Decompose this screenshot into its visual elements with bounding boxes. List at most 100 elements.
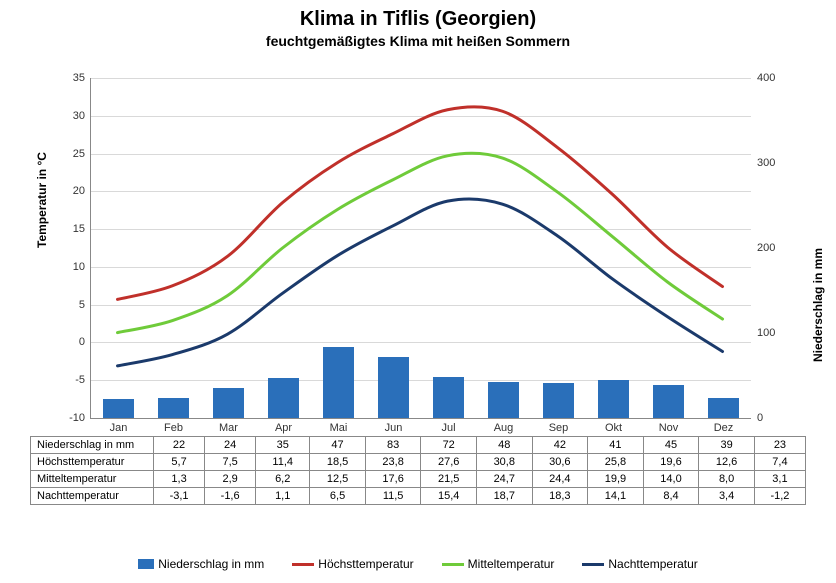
series-line xyxy=(118,107,723,300)
table-cell: 12,5 xyxy=(310,471,366,488)
table-cell: 83 xyxy=(365,437,421,454)
table-cell: 24 xyxy=(205,437,256,454)
xtick-label: Okt xyxy=(605,422,622,434)
y-axis-label-left: Temperatur in °C xyxy=(35,152,49,248)
legend-label: Niederschlag in mm xyxy=(158,557,264,571)
xtick-label: Sep xyxy=(549,422,569,434)
line-swatch-icon xyxy=(292,563,314,566)
y-axis-label-right: Niederschlag in mm xyxy=(811,248,825,362)
ytick-left: 20 xyxy=(73,185,85,197)
ytick-left: 15 xyxy=(73,223,85,235)
bar-swatch-icon xyxy=(138,559,154,569)
ytick-left: -5 xyxy=(75,374,85,386)
table-cell: 1,3 xyxy=(154,471,205,488)
table-cell: -1,2 xyxy=(754,488,805,505)
table-cell: -3,1 xyxy=(154,488,205,505)
line-swatch-icon xyxy=(442,563,464,566)
table-cell: 25,8 xyxy=(588,454,644,471)
table-cell: 24,4 xyxy=(532,471,588,488)
ytick-right: 0 xyxy=(757,412,763,424)
table-cell: 6,2 xyxy=(256,471,310,488)
ytick-right: 200 xyxy=(757,242,775,254)
table-cell: 8,0 xyxy=(699,471,755,488)
legend-nacht: Nachttemperatur xyxy=(582,557,697,571)
table-cell: 41 xyxy=(588,437,644,454)
ytick-left: 0 xyxy=(79,336,85,348)
ytick-right: 400 xyxy=(757,72,775,84)
table-cell: 47 xyxy=(310,437,366,454)
table-cell: 48 xyxy=(476,437,532,454)
chart-plot-area: -10-5051015202530350100200300400JanFebMa… xyxy=(90,78,750,418)
table-cell: 17,6 xyxy=(365,471,421,488)
table-cell: 30,8 xyxy=(476,454,532,471)
xtick-label: Feb xyxy=(164,422,183,434)
legend-label: Höchsttemperatur xyxy=(318,557,413,571)
row-header: Niederschlag in mm xyxy=(31,437,154,454)
ytick-right: 100 xyxy=(757,327,775,339)
ytick-left: 10 xyxy=(73,261,85,273)
table-cell: 7,5 xyxy=(205,454,256,471)
xtick-label: Aug xyxy=(494,422,514,434)
ytick-right: 300 xyxy=(757,157,775,169)
ytick-left: 35 xyxy=(73,72,85,84)
table-cell: 15,4 xyxy=(421,488,477,505)
table-cell: 2,9 xyxy=(205,471,256,488)
table-cell: 21,5 xyxy=(421,471,477,488)
table-cell: 23,8 xyxy=(365,454,421,471)
xtick-label: Jan xyxy=(110,422,128,434)
xtick-label: Dez xyxy=(714,422,734,434)
row-header: Nachttemperatur xyxy=(31,488,154,505)
table-cell: 11,5 xyxy=(365,488,421,505)
table-cell: 3,1 xyxy=(754,471,805,488)
row-header: Höchsttemperatur xyxy=(31,454,154,471)
table-cell: 19,6 xyxy=(643,454,699,471)
legend-label: Mitteltemperatur xyxy=(468,557,555,571)
table-cell: 5,7 xyxy=(154,454,205,471)
table-cell: 35 xyxy=(256,437,310,454)
xtick-label: Jun xyxy=(385,422,403,434)
table-cell: 45 xyxy=(643,437,699,454)
chart-subtitle: feuchtgemäßigtes Klima mit heißen Sommer… xyxy=(0,33,836,49)
table-cell: 14,0 xyxy=(643,471,699,488)
table-cell: 8,4 xyxy=(643,488,699,505)
table-cell: 30,6 xyxy=(532,454,588,471)
legend-label: Nachttemperatur xyxy=(608,557,697,571)
table-cell: 42 xyxy=(532,437,588,454)
legend-hoechst: Höchsttemperatur xyxy=(292,557,413,571)
table-cell: 18,5 xyxy=(310,454,366,471)
table-cell: 19,9 xyxy=(588,471,644,488)
table-cell: 39 xyxy=(699,437,755,454)
table-cell: -1,6 xyxy=(205,488,256,505)
table-cell: 18,7 xyxy=(476,488,532,505)
table-cell: 14,1 xyxy=(588,488,644,505)
legend-niederschlag: Niederschlag in mm xyxy=(138,557,264,571)
xtick-label: Nov xyxy=(659,422,679,434)
xtick-label: Apr xyxy=(275,422,292,434)
ytick-left: 30 xyxy=(73,110,85,122)
table-row: Niederschlag in mm2224354783724842414539… xyxy=(31,437,806,454)
ytick-left: -10 xyxy=(69,412,85,424)
ytick-left: 25 xyxy=(73,148,85,160)
table-cell: 11,4 xyxy=(256,454,310,471)
line-swatch-icon xyxy=(582,563,604,566)
chart-title: Klima in Tiflis (Georgien) xyxy=(0,8,836,31)
table-row: Mitteltemperatur1,32,96,212,517,621,524,… xyxy=(31,471,806,488)
ytick-left: 5 xyxy=(79,299,85,311)
table-row: Höchsttemperatur5,77,511,418,523,827,630… xyxy=(31,454,806,471)
table-cell: 27,6 xyxy=(421,454,477,471)
table-cell: 12,6 xyxy=(699,454,755,471)
table-cell: 24,7 xyxy=(476,471,532,488)
table-row: Nachttemperatur-3,1-1,61,16,511,515,418,… xyxy=(31,488,806,505)
table-cell: 72 xyxy=(421,437,477,454)
table-cell: 22 xyxy=(154,437,205,454)
xtick-label: Mai xyxy=(330,422,348,434)
data-table: Niederschlag in mm2224354783724842414539… xyxy=(30,436,806,505)
table-cell: 6,5 xyxy=(310,488,366,505)
legend-mittel: Mitteltemperatur xyxy=(442,557,555,571)
series-line xyxy=(118,199,723,366)
table-cell: 1,1 xyxy=(256,488,310,505)
table-cell: 23 xyxy=(754,437,805,454)
xtick-label: Mar xyxy=(219,422,238,434)
row-header: Mitteltemperatur xyxy=(31,471,154,488)
table-cell: 7,4 xyxy=(754,454,805,471)
